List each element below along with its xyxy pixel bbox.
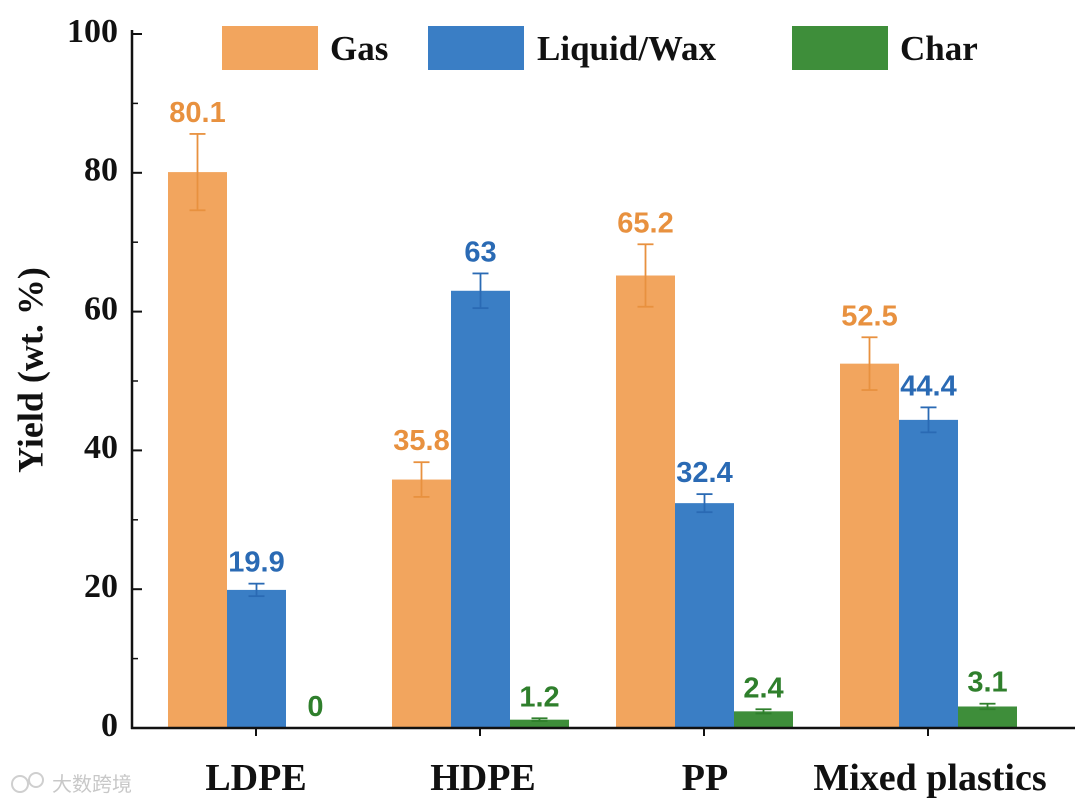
- x-category-label: PP: [682, 757, 728, 799]
- bar-liquid-wax-2: [675, 503, 734, 728]
- watermark: 大数跨境: [11, 772, 132, 796]
- legend-label: Gas: [330, 29, 388, 68]
- y-tick-label: 60: [84, 290, 118, 327]
- y-tick-label: 100: [67, 13, 118, 50]
- y-tick-label: 0: [101, 707, 118, 744]
- data-label: 3.1: [967, 667, 1007, 699]
- bar-gas-3: [840, 363, 899, 728]
- data-label: 1.2: [519, 681, 559, 713]
- x-category-label: Mixed plastics: [813, 757, 1046, 799]
- bar-char-2: [734, 711, 793, 728]
- bar-char-1: [510, 719, 569, 728]
- y-axis-title-group: Yield (wt. %): [10, 267, 50, 473]
- bar-gas-0: [168, 172, 227, 728]
- data-label: 32.4: [676, 457, 732, 489]
- y-tick-label: 20: [84, 568, 118, 605]
- legend: Gas Liquid/Wax Char: [222, 26, 978, 70]
- x-category-label: HDPE: [430, 757, 536, 799]
- y-axis-title: Yield (wt. %): [10, 267, 50, 473]
- bar-liquid-wax-3: [899, 419, 958, 728]
- legend-swatch-2: [792, 26, 888, 70]
- bar-liquid-wax-0: [227, 589, 286, 728]
- legend-swatch-0: [222, 26, 318, 70]
- legend-label: Char: [900, 29, 978, 68]
- x-axis-categories: LDPE HDPE PP Mixed plastics: [205, 757, 1046, 799]
- data-label: 2.4: [743, 672, 783, 704]
- bars-group: 80.1 19.9 0 35.8 63 1.2 65.2 32.4 2.4 52.5 44.4 3.1: [168, 97, 1017, 728]
- data-label: 80.1: [169, 97, 225, 129]
- data-label: 44.4: [900, 370, 956, 402]
- data-label: 65.2: [617, 207, 673, 239]
- axes: [130, 30, 1075, 736]
- data-label: 0: [307, 691, 323, 723]
- x-category-label: LDPE: [205, 757, 306, 799]
- data-label: 19.9: [228, 547, 284, 579]
- watermark-logo-icon: [11, 772, 44, 793]
- bar-liquid-wax-1: [451, 290, 510, 728]
- legend-swatch-1: [428, 26, 524, 70]
- y-tick-label: 40: [84, 429, 118, 466]
- bar-char-3: [958, 706, 1017, 728]
- watermark-text: 大数跨境: [52, 772, 132, 796]
- y-tick-label: 80: [84, 152, 118, 189]
- data-label: 63: [464, 236, 496, 268]
- bar-gas-2: [616, 275, 675, 728]
- data-label: 52.5: [841, 300, 897, 332]
- legend-label: Liquid/Wax: [537, 29, 716, 68]
- bar-gas-1: [392, 479, 451, 728]
- data-label: 35.8: [393, 425, 449, 457]
